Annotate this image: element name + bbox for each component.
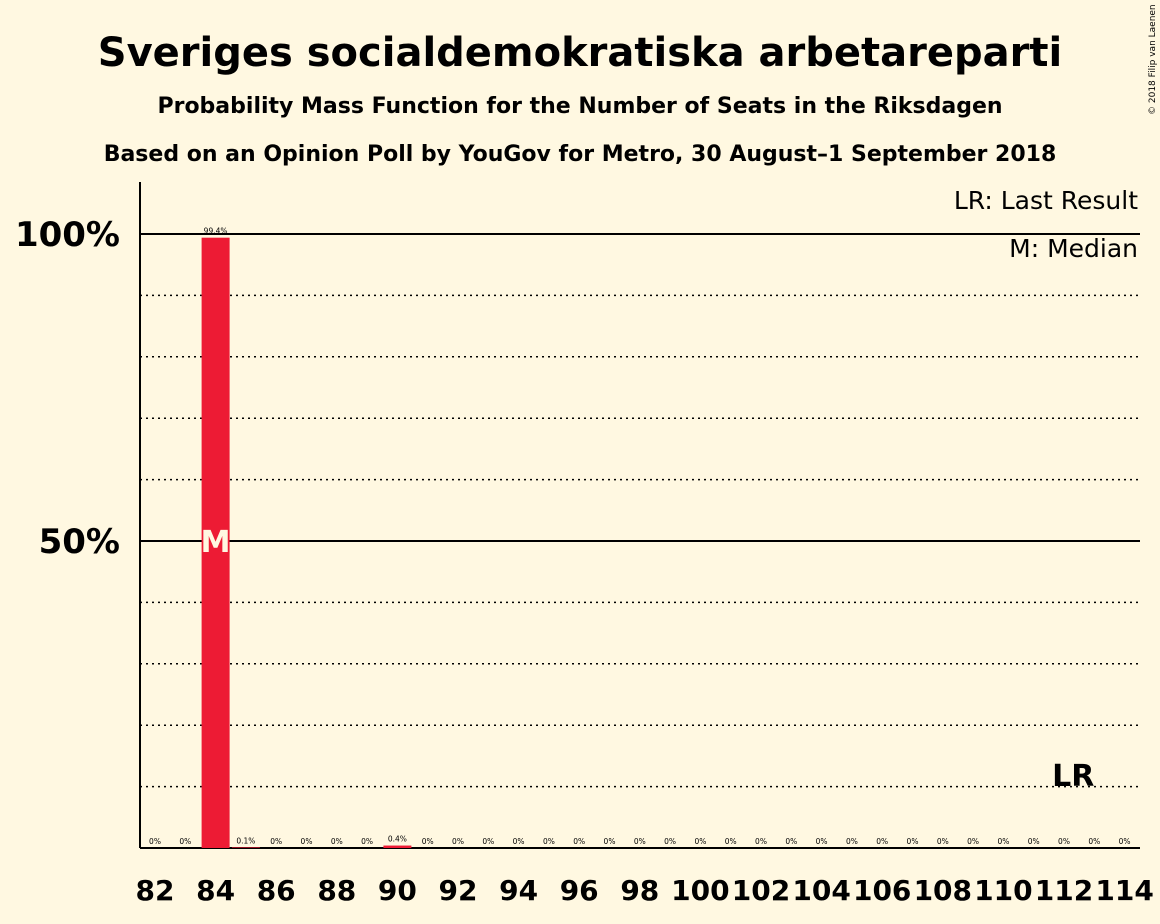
bar-value-label: 0% [997,837,1009,846]
legend-median: M: Median [1009,234,1138,263]
markers: M LR [201,525,1095,794]
bar-value-label: 0% [604,837,616,846]
copyright: © 2018 Filip van Laenen [1148,4,1158,115]
x-tick-label: 86 [257,874,296,907]
x-tick-label: 94 [499,874,538,907]
bar-value-label: 0% [270,837,282,846]
bar-value-label: 0% [755,837,767,846]
bar-value-label: 0% [1058,837,1070,846]
bar-value-label: 0% [361,837,373,846]
bar-value-label: 0% [452,837,464,846]
y-tick-label: 50% [39,522,120,562]
x-tick-labels: 82 84 86 88 90 92 94 96 98 100 102 104 106 108 110 112 1… [136,874,1154,907]
x-tick-label: 108 [914,874,972,907]
x-tick-label: 112 [1035,874,1093,907]
bar-value-label: 0% [573,837,585,846]
x-tick-label: 84 [196,874,235,907]
bar-seat-85 [231,847,260,848]
median-marker: M [201,525,231,560]
bar-value-label: 0% [149,837,161,846]
last-result-marker: LR [1052,759,1094,794]
bar-value-label: 0% [816,837,828,846]
bar-value-label: 0% [543,837,555,846]
x-tick-label: 98 [620,874,659,907]
bar-value-label: 0% [664,837,676,846]
bar-value-label: 0% [1028,837,1040,846]
bar-seat-84 [201,237,230,848]
bar-value-label: 0.4% [388,835,407,844]
bar-seat-90 [383,845,412,848]
x-tick-label: 106 [853,874,911,907]
bar-value-label: 0% [937,837,949,846]
bar-value-label: 0% [634,837,646,846]
x-tick-label: 104 [792,874,850,907]
y-tick-labels: 50% 100% [15,215,120,562]
bar-value-label: 0% [513,837,525,846]
grid-lines [140,233,1140,788]
bar-value-label: 0% [694,837,706,846]
bar-value-label: 0% [876,837,888,846]
bar-value-label: 0% [301,837,313,846]
axes [139,182,1140,849]
bar-value-label: 0% [179,837,191,846]
chart-source: Based on an Opinion Poll by YouGov for M… [104,142,1057,167]
x-tick-label: 114 [1095,874,1153,907]
chart-title: Sveriges socialdemokratiska arbetarepart… [98,30,1062,76]
chart-subtitle: Probability Mass Function for the Number… [157,94,1002,119]
bar-value-label: 0% [846,837,858,846]
x-tick-label: 92 [439,874,478,907]
bar-value-label: 0% [907,837,919,846]
y-tick-label: 100% [15,215,120,255]
bar-value-label: 0% [785,837,797,846]
bar-value-label: 0% [422,837,434,846]
x-tick-label: 90 [378,874,417,907]
bar-value-label: 99.4% [204,227,228,236]
x-tick-label: 88 [317,874,356,907]
bar-value-label: 0% [1119,837,1131,846]
bar-value-label: 0% [482,837,494,846]
bar-value-label: 0.1% [236,836,255,845]
bar-value-label: 0% [725,837,737,846]
x-tick-label: 102 [732,874,790,907]
bar-value-label: 0% [331,837,343,846]
bar-value-label: 0% [967,837,979,846]
bar-value-label: 0% [1088,837,1100,846]
x-tick-label: 110 [974,874,1032,907]
bars [201,237,412,848]
bar-labels: 0% 0% 99.4% 0.1% 0% 0% 0% 0% 0.4% 0% 0% 0% 0% 0% 0% 0% 0… [149,227,1131,846]
x-tick-label: 100 [671,874,729,907]
x-tick-label: 96 [560,874,599,907]
legend-last-result: LR: Last Result [954,186,1138,215]
x-tick-label: 82 [136,874,175,907]
